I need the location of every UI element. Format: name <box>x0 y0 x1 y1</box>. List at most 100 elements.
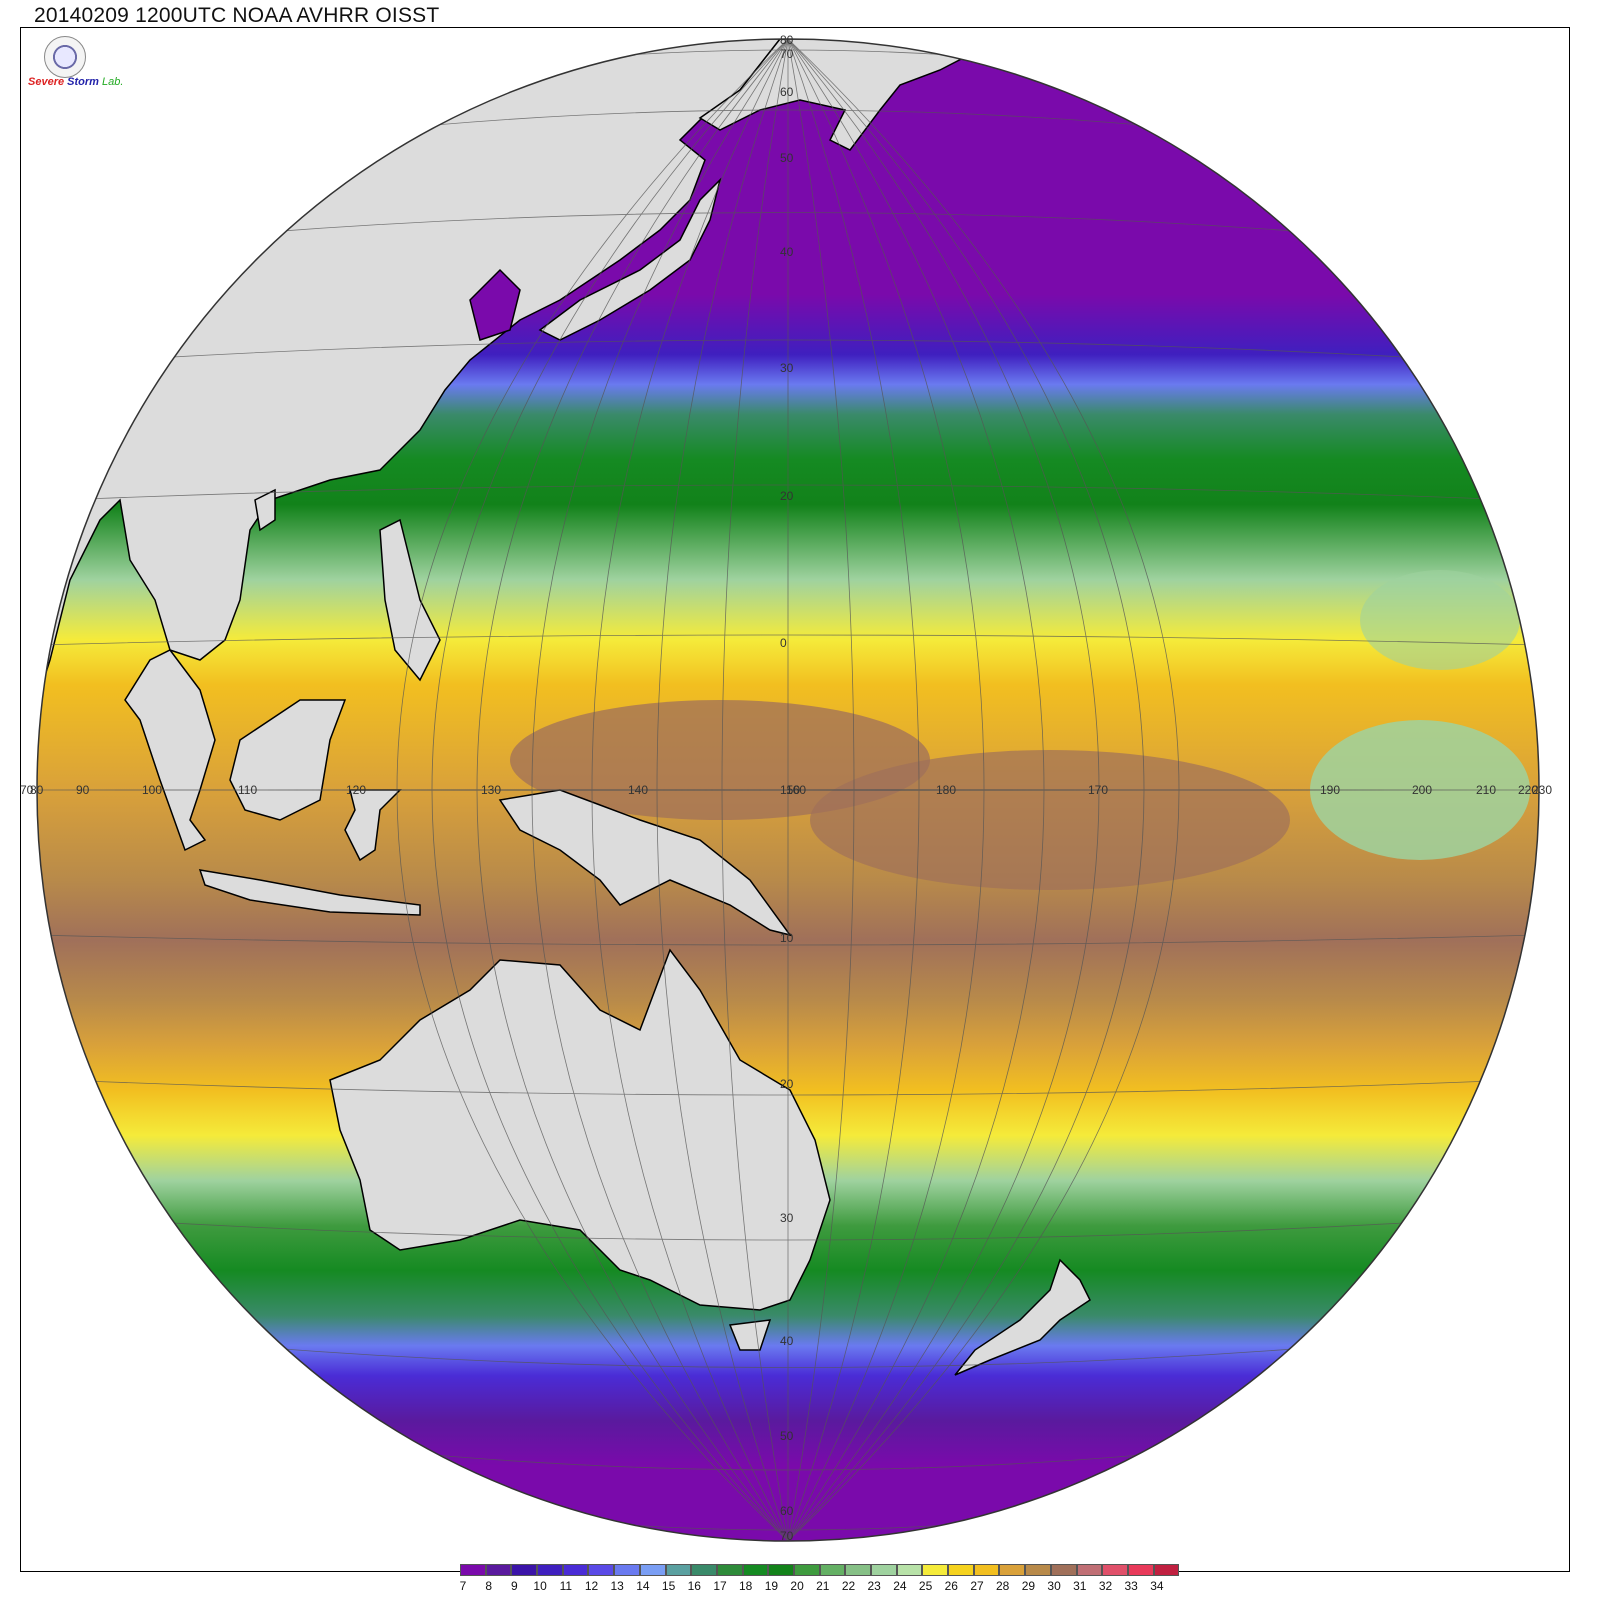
colorbar-swatch <box>948 1564 974 1576</box>
colorbar-swatch <box>562 1564 589 1576</box>
land-tasmania <box>728 1319 772 1351</box>
colorbar-label: 33 <box>1124 1579 1138 1593</box>
land-taiwan <box>254 488 276 532</box>
colorbar-label: 9 <box>511 1579 518 1593</box>
colorbar-label: 20 <box>790 1579 804 1593</box>
lon-label: 120 <box>346 783 366 797</box>
lon-label: 230 <box>1532 783 1552 797</box>
colorbar-swatch <box>716 1564 743 1576</box>
lon-label: 220 <box>1518 783 1538 797</box>
lat-label: 0 <box>780 636 787 650</box>
colorbar-label: 17 <box>713 1579 727 1593</box>
lon-label: 200 <box>1412 783 1432 797</box>
colorbar-label: 8 <box>485 1579 493 1593</box>
colorbar-swatch <box>588 1564 615 1576</box>
colorbar-swatch <box>691 1564 717 1576</box>
lat-label: 50 <box>780 151 794 165</box>
colorbar-label: 12 <box>584 1579 599 1593</box>
colorbar-swatch <box>614 1564 640 1576</box>
colorbar-swatch <box>485 1564 512 1576</box>
lat-label: 80 <box>780 33 794 47</box>
lon-label: 100 <box>142 783 162 797</box>
colorbar <box>460 1564 1180 1576</box>
colorbar-label: 22 <box>841 1579 856 1593</box>
lat-label: 40 <box>780 245 794 259</box>
land-new-zealand <box>954 1258 1091 1376</box>
colorbar-swatch <box>973 1564 1000 1576</box>
land-java <box>198 869 421 916</box>
lon-labels: 70 80 90 100 110 120 130 140 150 160 170… <box>20 783 1552 797</box>
colorbar-label: 19 <box>764 1579 779 1593</box>
colorbar-label: 30 <box>1047 1579 1061 1593</box>
lon-label: 180 <box>936 783 956 797</box>
colorbar-swatch <box>999 1564 1026 1576</box>
lat-label: 30 <box>780 1211 794 1225</box>
colorbar-swatch <box>460 1564 486 1576</box>
lon-label: 130 <box>481 783 501 797</box>
lat-label: 60 <box>780 1504 794 1518</box>
colorbar-swatch <box>896 1564 923 1576</box>
colorbar-label: 14 <box>636 1579 650 1593</box>
logo-storm: Storm <box>67 76 99 88</box>
land-new-guinea <box>498 789 792 937</box>
colorbar-swatch <box>665 1564 692 1576</box>
colorbar-swatch <box>1025 1564 1051 1576</box>
colorbar-label: 10 <box>533 1579 547 1593</box>
lon-label: 210 <box>1476 783 1496 797</box>
land-ne-asia <box>698 39 1001 151</box>
logo-text: Severe Storm Lab. <box>28 76 123 88</box>
lon-label: 90 <box>76 783 90 797</box>
colorbar-swatch <box>639 1564 666 1576</box>
colorbar-swatch <box>768 1564 794 1576</box>
colorbar-swatch <box>1050 1564 1077 1576</box>
land-korea <box>469 268 521 341</box>
lon-label: 80 <box>30 783 44 797</box>
colorbar-label: 34 <box>1150 1579 1164 1593</box>
colorbar-label: 15 <box>661 1579 676 1593</box>
colorbar-label: 26 <box>944 1579 958 1593</box>
colorbar-label: 31 <box>1073 1579 1087 1593</box>
colorbar-swatch <box>511 1564 538 1576</box>
land-australia <box>329 948 831 1311</box>
colorbar-label: 13 <box>610 1579 624 1593</box>
lon-label: 70 <box>20 783 34 797</box>
lon-label: 190 <box>1320 783 1340 797</box>
lon-label: 160 <box>786 783 806 797</box>
colorbar-label: 27 <box>970 1579 984 1593</box>
colorbar-swatch <box>1127 1564 1154 1576</box>
lat-label: 10 <box>780 931 794 945</box>
land-japan <box>538 177 722 341</box>
logo-lab: Lab. <box>102 76 124 88</box>
land-philippines <box>379 518 441 682</box>
land-indochina <box>124 649 216 852</box>
lat-label: 30 <box>780 361 794 375</box>
globe-outline <box>36 38 1540 1542</box>
colorbar-label: 28 <box>996 1579 1010 1593</box>
lat-label: 40 <box>780 1334 794 1348</box>
lat-label: 20 <box>780 1077 794 1091</box>
lat-label: 70 <box>780 1529 794 1543</box>
colorbar-swatch <box>1153 1564 1180 1576</box>
colorbar-label: 32 <box>1098 1579 1113 1593</box>
map-title: 20140209 1200UTC NOAA AVHRR OISST <box>34 4 440 27</box>
colorbar-label: 29 <box>1021 1579 1036 1593</box>
severe-storm-lab-logo: Severe Storm Lab. <box>24 36 123 96</box>
colorbar-label: 18 <box>739 1579 753 1593</box>
colorbar-label: 7 <box>459 1579 467 1593</box>
lat-label: 60 <box>780 85 794 99</box>
colorbar-swatch <box>845 1564 871 1576</box>
colorbar-label: 24 <box>893 1579 907 1593</box>
colorbar-swatch <box>1076 1564 1103 1576</box>
lat-label: 50 <box>780 1429 794 1443</box>
lat-label: 20 <box>780 489 794 503</box>
colorbar-swatch <box>742 1564 769 1576</box>
colorbar-label: 23 <box>867 1579 881 1593</box>
colorbar-label: 16 <box>687 1579 701 1593</box>
colorbar-swatch <box>1102 1564 1128 1576</box>
seal-icon <box>44 36 86 78</box>
colorbar-label: 21 <box>816 1579 830 1593</box>
colorbar-swatch <box>871 1564 897 1576</box>
colorbar-label: 11 <box>559 1579 573 1593</box>
lon-label: 170 <box>1088 783 1108 797</box>
